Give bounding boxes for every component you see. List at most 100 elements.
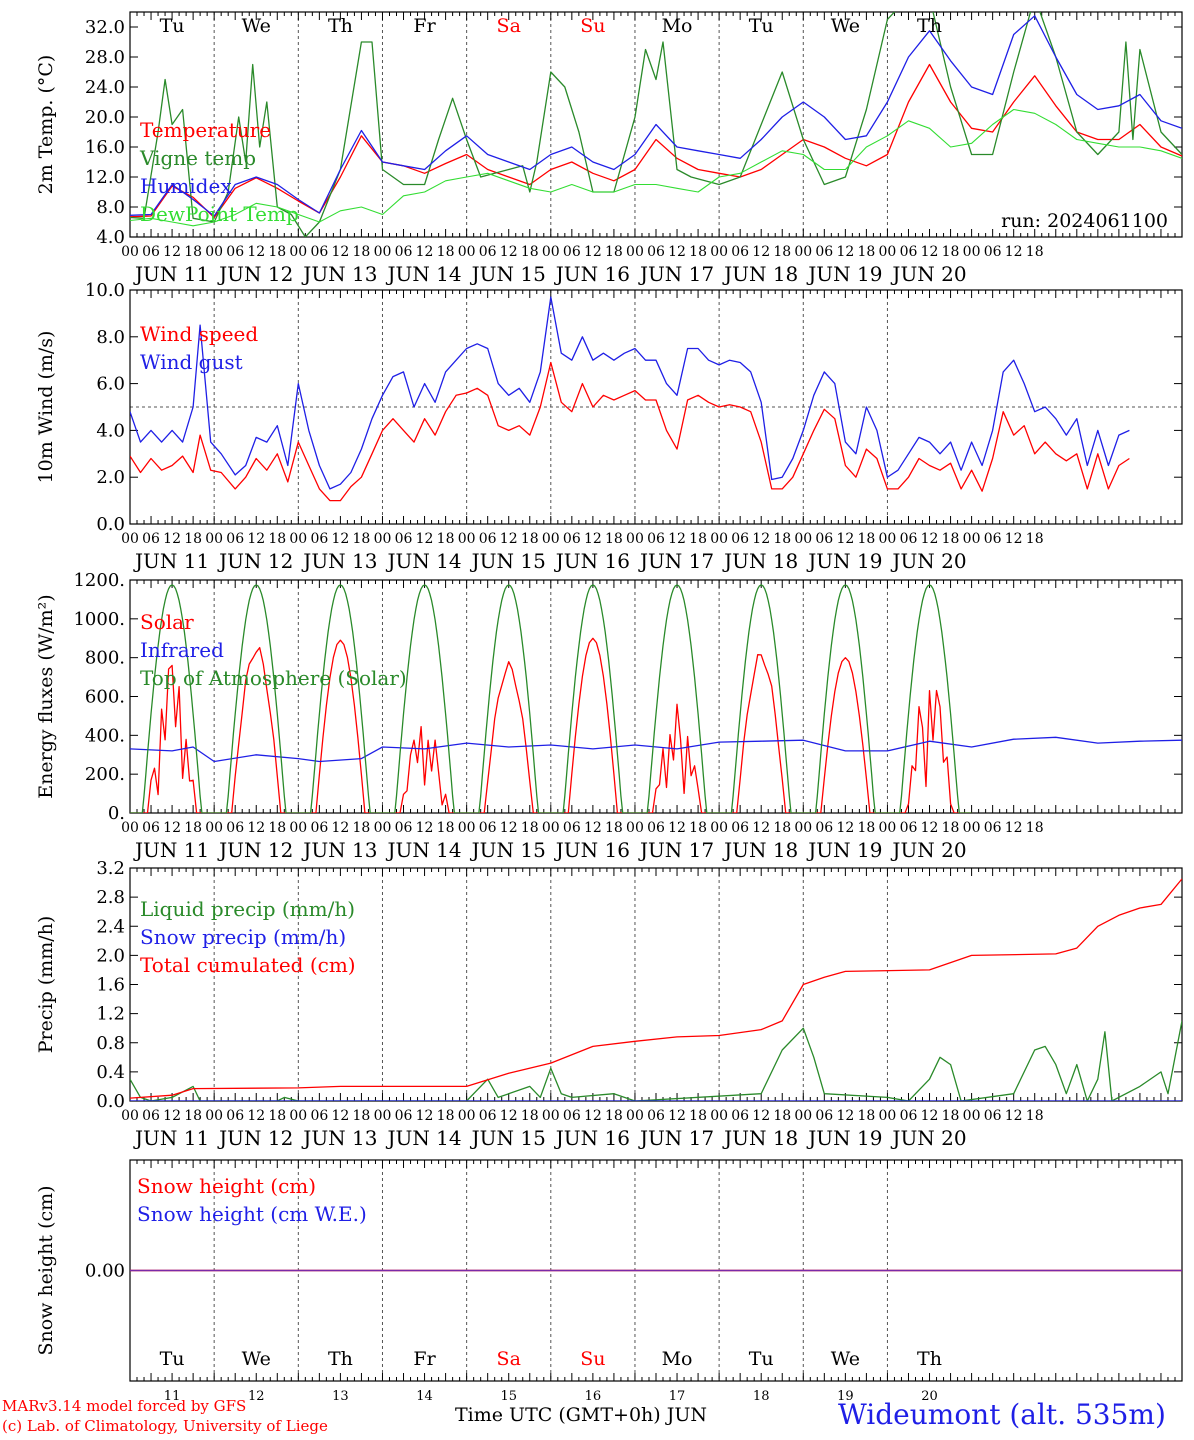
hour-tick-label: 18 bbox=[353, 531, 371, 547]
hour-tick-label: 00 bbox=[289, 244, 307, 260]
time-axis-title: Time UTC (GMT+0h) JUN bbox=[455, 1404, 707, 1426]
day-number-label: 18 bbox=[753, 1389, 770, 1404]
hour-tick-label: 06 bbox=[647, 820, 665, 836]
date-label: JUN 13 bbox=[301, 1126, 377, 1150]
hour-tick-label: 06 bbox=[647, 244, 665, 260]
hour-tick-label: 00 bbox=[626, 531, 644, 547]
hour-tick-label: 18 bbox=[353, 820, 371, 836]
hour-tick-label: 12 bbox=[331, 244, 349, 260]
y-axis-label: Energy fluxes (W/m²) bbox=[35, 594, 57, 798]
y-tick-label: 4.0 bbox=[96, 227, 125, 248]
hour-tick-label: 06 bbox=[647, 531, 665, 547]
hour-tick-label: 06 bbox=[563, 531, 581, 547]
date-label: JUN 17 bbox=[638, 262, 714, 286]
y-tick-label: 2.0 bbox=[96, 945, 125, 966]
hour-tick-label: 18 bbox=[184, 1108, 202, 1124]
y-tick-label: 0.00 bbox=[85, 1261, 125, 1282]
date-label: JUN 19 bbox=[806, 549, 882, 573]
weekday-label: Th bbox=[917, 1348, 942, 1370]
legend-entry: Top of Atmosphere (Solar) bbox=[140, 666, 407, 690]
hour-tick-label: 06 bbox=[563, 820, 581, 836]
hour-tick-label: 00 bbox=[374, 1108, 392, 1124]
hour-tick-label: 12 bbox=[668, 531, 686, 547]
y-tick-label: 24.0 bbox=[85, 77, 125, 98]
hour-tick-label: 12 bbox=[500, 1108, 518, 1124]
hour-tick-label: 00 bbox=[879, 820, 897, 836]
series-line bbox=[130, 584, 972, 813]
legend-entry: DewPoint Temp bbox=[140, 202, 299, 226]
hour-tick-label: 12 bbox=[836, 531, 854, 547]
hour-tick-label: 00 bbox=[794, 531, 812, 547]
date-label: JUN 20 bbox=[890, 262, 966, 286]
hour-tick-label: 06 bbox=[984, 1108, 1002, 1124]
date-label: JUN 13 bbox=[301, 262, 377, 286]
y-tick-label: 600. bbox=[85, 687, 125, 708]
hour-tick-label: 06 bbox=[479, 1108, 497, 1124]
date-label: JUN 16 bbox=[554, 262, 630, 286]
hour-tick-label: 06 bbox=[395, 244, 413, 260]
y-tick-label: 2.8 bbox=[96, 887, 125, 908]
hour-tick-label: 12 bbox=[247, 820, 265, 836]
hour-tick-label: 00 bbox=[458, 820, 476, 836]
weekday-label: Th bbox=[917, 15, 942, 37]
hour-tick-label: 06 bbox=[563, 244, 581, 260]
hour-tick-label: 18 bbox=[689, 820, 707, 836]
date-label: JUN 19 bbox=[806, 838, 882, 862]
hour-tick-label: 18 bbox=[184, 820, 202, 836]
date-label: JUN 20 bbox=[890, 838, 966, 862]
y-tick-label: 32.0 bbox=[85, 17, 125, 38]
hour-tick-label: 12 bbox=[1005, 531, 1023, 547]
hour-tick-label: 06 bbox=[984, 820, 1002, 836]
hour-tick-label: 06 bbox=[731, 244, 749, 260]
panel-1 bbox=[129, 11, 1183, 238]
date-label: JUN 15 bbox=[470, 549, 546, 573]
hour-tick-label: 18 bbox=[942, 244, 960, 260]
y-tick-label: 28.0 bbox=[85, 47, 125, 68]
hour-tick-label: 06 bbox=[142, 531, 160, 547]
hour-tick-label: 06 bbox=[310, 820, 328, 836]
date-label: JUN 13 bbox=[301, 549, 377, 573]
date-label: JUN 12 bbox=[217, 1126, 293, 1150]
y-tick-label: 0.4 bbox=[96, 1062, 125, 1083]
hour-tick-label: 18 bbox=[942, 531, 960, 547]
weekday-label: Fr bbox=[413, 1348, 436, 1370]
date-label: JUN 14 bbox=[385, 549, 461, 573]
hour-tick-label: 18 bbox=[521, 820, 539, 836]
hour-tick-label: 00 bbox=[794, 820, 812, 836]
hour-tick-label: 12 bbox=[836, 1108, 854, 1124]
hour-tick-label: 12 bbox=[331, 1108, 349, 1124]
hour-tick-label: 12 bbox=[247, 1108, 265, 1124]
hour-tick-label: 00 bbox=[710, 820, 728, 836]
lab-credit: (c) Lab. of Climatology, University of L… bbox=[2, 1417, 328, 1435]
legend-entry: Humidex bbox=[140, 174, 232, 198]
hour-tick-label: 06 bbox=[142, 1108, 160, 1124]
hour-tick-label: 18 bbox=[353, 1108, 371, 1124]
hour-tick-label: 06 bbox=[395, 531, 413, 547]
y-tick-label: 12.0 bbox=[85, 167, 125, 188]
y-tick-label: 0. bbox=[108, 803, 125, 824]
series-line bbox=[130, 108, 1182, 227]
day-number-label: 14 bbox=[416, 1389, 433, 1404]
series-line bbox=[130, 296, 1130, 490]
panel-5 bbox=[129, 1159, 1183, 1382]
legend-entry: Liquid precip (mm/h) bbox=[140, 897, 355, 921]
weekday-label: Tu bbox=[749, 1348, 774, 1370]
hour-tick-label: 00 bbox=[879, 1108, 897, 1124]
hour-tick-label: 12 bbox=[416, 531, 434, 547]
hour-tick-label: 00 bbox=[626, 820, 644, 836]
hour-tick-label: 06 bbox=[984, 531, 1002, 547]
hour-tick-label: 18 bbox=[605, 1108, 623, 1124]
weekday-label: We bbox=[831, 1348, 860, 1370]
hour-tick-label: 12 bbox=[163, 1108, 181, 1124]
date-label: JUN 15 bbox=[470, 1126, 546, 1150]
hour-tick-label: 18 bbox=[184, 531, 202, 547]
y-tick-label: 3.2 bbox=[96, 858, 125, 879]
hour-tick-label: 06 bbox=[310, 531, 328, 547]
hour-tick-label: 12 bbox=[836, 820, 854, 836]
hour-tick-label: 00 bbox=[626, 1108, 644, 1124]
hour-tick-label: 00 bbox=[289, 820, 307, 836]
hour-tick-label: 12 bbox=[247, 244, 265, 260]
series-group bbox=[130, 878, 1182, 1101]
series-line bbox=[130, 361, 1130, 502]
hour-tick-label: 18 bbox=[689, 1108, 707, 1124]
